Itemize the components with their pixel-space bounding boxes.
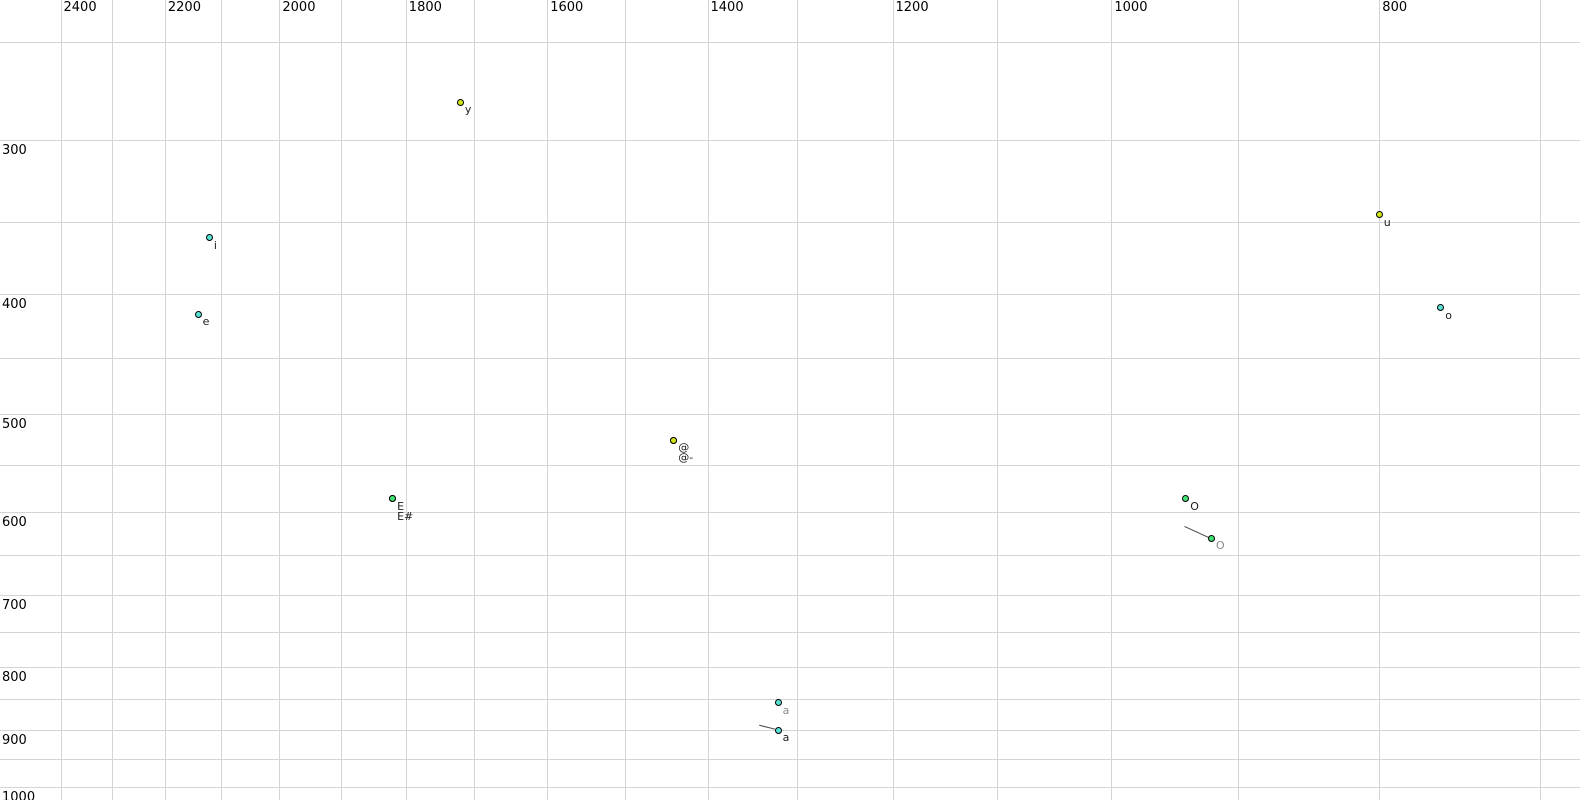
y-tick-label-1000: 1000 bbox=[2, 789, 36, 800]
y-gridline-800 bbox=[0, 666, 1580, 668]
vowel-point-y bbox=[456, 98, 464, 106]
x-tick-label-1200: 1200 bbox=[895, 0, 929, 15]
y-tick-label-300: 300 bbox=[2, 142, 27, 158]
x-gridline-1500 bbox=[624, 0, 626, 800]
y-tick-label-700: 700 bbox=[2, 598, 27, 614]
y-gridline-250 bbox=[0, 41, 1580, 43]
x-gridline-800 bbox=[1379, 0, 1381, 800]
vowel-point-a bbox=[774, 699, 782, 707]
y-tick-label-500: 500 bbox=[2, 417, 27, 433]
vowel-point-O bbox=[1208, 534, 1215, 542]
x-gridline-1200 bbox=[892, 0, 894, 800]
x-gridline-1600 bbox=[547, 0, 549, 800]
vowel-label-E#: E# bbox=[397, 509, 414, 523]
y-gridline-350 bbox=[0, 222, 1580, 224]
vowel-point-i bbox=[205, 234, 213, 241]
x-gridline-1800 bbox=[405, 0, 407, 800]
vowel-label-u: u bbox=[1383, 215, 1391, 229]
x-gridline-900 bbox=[1237, 0, 1239, 800]
x-gridline-1000 bbox=[1111, 0, 1113, 800]
y-tick-label-900: 900 bbox=[2, 733, 27, 749]
x-tick-label-2400: 2400 bbox=[63, 0, 97, 15]
vowel-label-a: a bbox=[782, 731, 790, 745]
y-gridline-450 bbox=[0, 357, 1580, 359]
vowel-label-y: y bbox=[464, 103, 472, 117]
x-gridline-1900 bbox=[340, 0, 342, 800]
vowel-label-e: e bbox=[202, 315, 210, 328]
vowel-label-@: @ bbox=[678, 441, 690, 455]
y-gridline-1000 bbox=[0, 786, 1580, 788]
x-gridline-700 bbox=[1539, 0, 1541, 800]
x-tick-label-1800: 1800 bbox=[408, 0, 442, 15]
x-gridline-1300 bbox=[796, 0, 798, 800]
vowel-label-a: a bbox=[782, 703, 790, 717]
y-gridline-400 bbox=[0, 294, 1580, 296]
y-tick-label-400: 400 bbox=[2, 297, 27, 313]
vowel-point-o bbox=[1437, 304, 1445, 311]
vowel-point-E# bbox=[389, 495, 397, 503]
x-tick-label-1400: 1400 bbox=[710, 0, 744, 15]
y-tick-label-800: 800 bbox=[2, 669, 27, 685]
y-gridline-900 bbox=[0, 730, 1580, 732]
connector-line-O bbox=[1184, 525, 1209, 538]
vowel-point-a bbox=[774, 726, 782, 734]
vowel-point-e bbox=[194, 310, 202, 318]
y-gridline-950 bbox=[0, 759, 1580, 761]
y-gridline-850 bbox=[0, 699, 1580, 701]
x-tick-label-800: 800 bbox=[1382, 0, 1408, 15]
x-gridline-2000 bbox=[279, 0, 281, 800]
x-gridline-2300 bbox=[111, 0, 113, 800]
x-gridline-2100 bbox=[220, 0, 222, 800]
y-gridline-650 bbox=[0, 555, 1580, 557]
vowel-label-@-: @- bbox=[678, 451, 694, 465]
x-gridline-1100 bbox=[997, 0, 998, 800]
y-gridline-750 bbox=[0, 632, 1580, 634]
vowel-label-i: i bbox=[213, 238, 217, 252]
x-tick-label-2000: 2000 bbox=[282, 0, 316, 15]
connector-line-a bbox=[758, 724, 776, 730]
y-tick-label-600: 600 bbox=[2, 515, 27, 531]
y-gridline-700 bbox=[0, 595, 1580, 597]
vowel-label-o: o bbox=[1445, 308, 1453, 322]
y-gridline-500 bbox=[0, 414, 1580, 416]
x-gridline-1400 bbox=[707, 0, 709, 800]
y-gridline-300 bbox=[0, 139, 1580, 141]
x-gridline-1700 bbox=[474, 0, 476, 800]
vowel-label-E: E bbox=[397, 499, 405, 513]
x-tick-label-1600: 1600 bbox=[550, 0, 584, 15]
x-tick-label-1000: 1000 bbox=[1114, 0, 1148, 15]
y-gridline-600 bbox=[0, 512, 1580, 514]
vowel-label-O: O bbox=[1216, 539, 1225, 553]
y-gridline-550 bbox=[0, 465, 1580, 467]
vowel-point-u bbox=[1375, 211, 1383, 219]
vowel-label-O: O bbox=[1190, 499, 1199, 513]
x-gridline-2200 bbox=[164, 0, 166, 800]
vowel-point-@- bbox=[670, 436, 678, 444]
vowel-point-O bbox=[1182, 495, 1190, 503]
x-gridline-2400 bbox=[60, 0, 62, 800]
x-tick-label-2200: 2200 bbox=[167, 0, 201, 15]
